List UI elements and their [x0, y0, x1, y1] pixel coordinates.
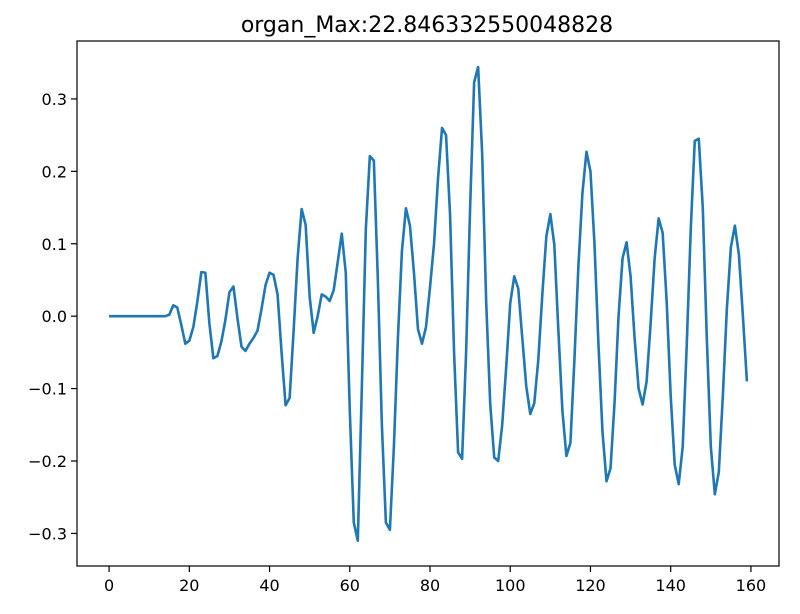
x-tick-label: 160 [736, 576, 767, 595]
y-tick-label: −0.1 [28, 380, 67, 399]
y-tick-label: 0.2 [42, 162, 67, 181]
y-tick-label: −0.2 [28, 452, 67, 471]
x-tick-label: 80 [420, 576, 440, 595]
y-axis: −0.3 −0.2 −0.1 0.0 0.1 0.2 0.3 [28, 90, 77, 543]
x-tick-label: 60 [340, 576, 360, 595]
x-tick-label: 120 [575, 576, 606, 595]
x-tick-label: 20 [179, 576, 199, 595]
plot-frame [76, 40, 780, 567]
x-tick-label: 100 [495, 576, 526, 595]
series-layer [109, 65, 749, 542]
y-tick-label: 0.1 [42, 235, 67, 254]
y-tick-label: 0.3 [42, 90, 67, 109]
series-line [109, 65, 749, 542]
x-tick-label: 40 [259, 576, 279, 595]
x-tick-label: 0 [104, 576, 114, 595]
chart-title: organ_Max:22.846332550048828 [241, 13, 613, 38]
x-axis: 0 20 40 60 80 100 120 140 160 [104, 566, 766, 595]
y-tick-label: 0.0 [42, 307, 67, 326]
x-tick-label: 140 [655, 576, 686, 595]
y-tick-label: −0.3 [28, 524, 67, 543]
